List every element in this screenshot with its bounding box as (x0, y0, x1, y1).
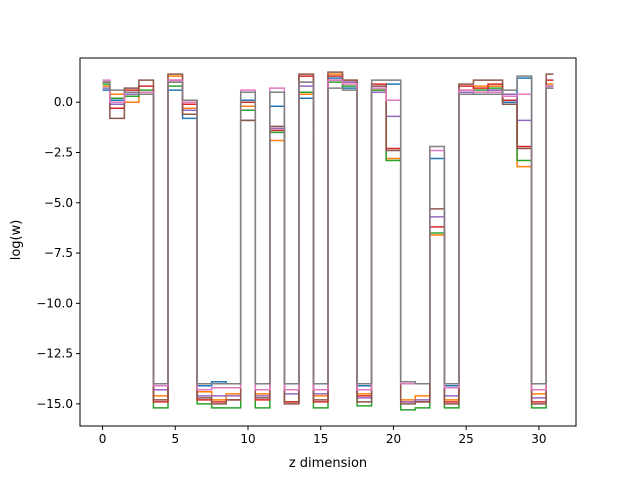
series-layer (102, 71, 554, 411)
x-tick-label: 20 (386, 432, 401, 446)
x-tick-label: 15 (313, 432, 328, 446)
x-tick-label: 30 (531, 432, 546, 446)
x-tick-label: 25 (459, 432, 474, 446)
series-line-8 (102, 75, 554, 385)
x-axis-label: z dimension (289, 456, 367, 471)
plot-frame (79, 57, 577, 427)
y-tick-label: 0.0 (54, 95, 73, 109)
y-tick-label: −7.5 (44, 246, 73, 260)
y-tick-label: −15.0 (36, 397, 73, 411)
x-tick-label: 5 (171, 432, 179, 446)
y-tick-label: −10.0 (36, 296, 73, 310)
axes-layer: 0 5 10 15 20 25 30 0.0 −2.5 −5.0 −7.5 −10.0 −12.5 −15… (36, 57, 577, 446)
series-line-6 (102, 71, 554, 405)
x-tick-label: 10 (240, 432, 255, 446)
y-tick-label: −2.5 (44, 146, 73, 160)
y-tick-label: −12.5 (36, 347, 73, 361)
y-axis-label: log(w) (9, 220, 24, 261)
y-tick-label: −5.0 (44, 196, 73, 210)
x-tick-label: 0 (99, 432, 107, 446)
